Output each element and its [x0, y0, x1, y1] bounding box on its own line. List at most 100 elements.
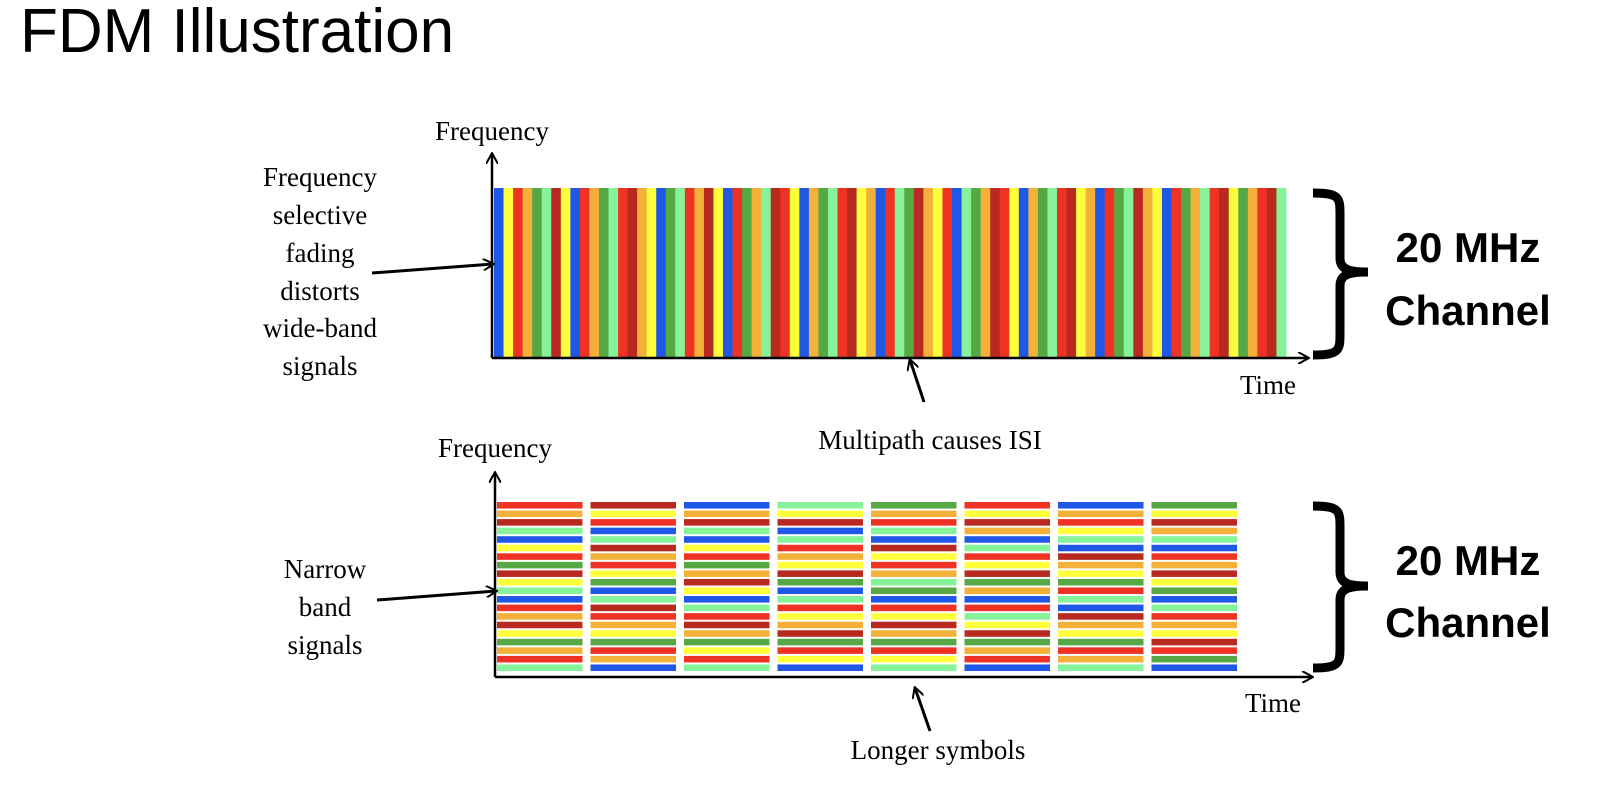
narrowband-symbol-bar	[777, 596, 863, 603]
narrowband-symbol-bar	[497, 638, 583, 646]
narrowband-symbol-bar	[590, 519, 676, 526]
narrowband-symbol-bar	[777, 561, 863, 569]
narrowband-symbol-bar	[1151, 527, 1237, 535]
narrowband-symbol-bar	[1151, 647, 1237, 654]
narrowband-symbol-bar	[777, 604, 863, 612]
wideband-stripe	[1142, 188, 1153, 357]
narrowband-symbol-bar	[497, 527, 583, 535]
wideband-stripe	[1171, 188, 1182, 357]
narrowband-symbol-bar	[964, 536, 1050, 543]
wideband-stripe	[894, 188, 905, 357]
narrowband-symbol-bar	[1058, 630, 1144, 637]
narrowband-symbol-bar	[684, 519, 770, 526]
narrowband-symbol-bar	[777, 578, 863, 586]
wideband-stripe	[971, 188, 982, 357]
narrowband-symbol-bar	[964, 502, 1050, 509]
narrowband-symbol-bar	[1151, 638, 1237, 646]
narrowband-symbol-bar	[497, 647, 583, 654]
narrowband-symbol-bar	[684, 638, 770, 646]
narrowband-symbol-bar	[590, 561, 676, 569]
top-bottom-annotation: Multipath causes ISI	[818, 425, 1041, 455]
top-left-annotation-line: selective	[273, 200, 367, 230]
narrowband-symbol-bar	[1151, 561, 1237, 569]
narrowband-symbol-bar	[497, 544, 583, 552]
wideband-stripe	[1085, 188, 1096, 357]
wideband-stripe	[1114, 188, 1125, 357]
wideband-stripe	[1009, 188, 1020, 357]
narrowband-symbol-bar	[964, 604, 1050, 612]
top-y-axis-label: Frequency	[435, 116, 549, 146]
wideband-stripe	[990, 188, 1001, 357]
narrowband-symbol-bar	[964, 510, 1050, 518]
narrowband-symbol-bar	[964, 655, 1050, 663]
narrowband-symbol-bar	[590, 647, 676, 654]
narrowband-symbol-bar	[871, 536, 957, 543]
narrowband-symbol-bar	[1151, 570, 1237, 577]
narrowband-symbol-bar	[964, 647, 1050, 654]
narrowband-symbol-bar	[590, 527, 676, 535]
narrowband-symbol-bar	[1151, 578, 1237, 586]
wideband-stripe	[560, 188, 571, 357]
wideband-stripe	[1028, 188, 1039, 357]
wideband-stripe	[618, 188, 628, 357]
wideband-stripe	[856, 188, 867, 357]
narrowband-symbol-bar	[1151, 502, 1237, 509]
top-x-axis-label: Time	[1240, 370, 1296, 400]
narrowband-symbol-bar	[871, 613, 957, 620]
narrowband-symbol-bar	[1151, 655, 1237, 663]
narrowband-symbol-bar	[1151, 596, 1237, 603]
narrowband-symbol-bar	[590, 655, 676, 663]
narrowband-symbol-bar	[871, 638, 957, 646]
wideband-stripe	[961, 188, 972, 357]
narrowband-symbol-bar	[871, 655, 957, 663]
narrowband-symbol-bar	[1058, 561, 1144, 569]
narrowband-symbol-bar	[1151, 544, 1237, 552]
narrowband-symbol-bar	[497, 596, 583, 603]
narrowband-symbol-bar	[684, 664, 770, 671]
wideband-stripe	[675, 188, 686, 357]
narrowband-symbol-bar	[684, 561, 770, 569]
narrowband-symbol-bar	[497, 561, 583, 569]
top-left-annotation-line: fading	[286, 238, 355, 268]
narrowband-symbol-bar	[1151, 604, 1237, 612]
narrowband-symbol-bar	[964, 630, 1050, 637]
wideband-stripe	[1266, 188, 1277, 357]
narrowband-symbol-bar	[684, 596, 770, 603]
narrowband-symbol-bar	[1058, 519, 1144, 526]
top-panel: Frequency Time Frequency selective fadin…	[263, 116, 1551, 455]
narrowband-symbol-bar	[777, 544, 863, 552]
top-channel-bracket	[1312, 188, 1369, 360]
wideband-stripe	[885, 188, 896, 357]
bottom-left-annotation-line: signals	[287, 630, 362, 660]
top-left-annotation-line: distorts	[280, 276, 360, 306]
narrowband-symbol-bar	[964, 544, 1050, 552]
wideband-stripe	[847, 188, 857, 357]
top-left-annotation-line: signals	[282, 351, 357, 381]
narrowband-symbol-bar	[684, 502, 770, 509]
narrowband-symbol-bar	[871, 604, 957, 612]
narrowband-symbol-bar	[497, 621, 583, 629]
narrowband-symbol-bar	[1058, 621, 1144, 629]
top-left-annotation-line: Frequency	[263, 162, 377, 192]
narrowband-symbol-bar	[1058, 553, 1144, 560]
narrowband-symbol-bar	[1058, 638, 1144, 646]
wideband-stripe	[789, 188, 800, 357]
narrowband-symbol-bar	[1151, 536, 1237, 543]
top-bracket-label-line: 20 MHz	[1396, 224, 1541, 271]
wideband-stripe	[827, 188, 838, 357]
narrowband-symbol-bar	[684, 536, 770, 543]
narrowband-symbol-bar	[871, 561, 957, 569]
narrowband-symbol-bar	[871, 553, 957, 560]
narrowband-symbol-bar	[1058, 613, 1144, 620]
narrowband-symbol-bar	[590, 604, 676, 612]
narrowband-symbol-bar	[871, 596, 957, 603]
narrowband-symbol-bar	[1058, 544, 1144, 552]
wideband-stripe	[761, 188, 772, 357]
wideband-stripe	[579, 188, 590, 357]
wideband-stripe	[608, 188, 619, 357]
narrowband-symbol-bar	[777, 502, 863, 509]
bottom-bottom-annotation: Longer symbols	[851, 735, 1026, 765]
wideband-stripe	[923, 188, 934, 357]
bottom-left-annotation-line: Narrow	[284, 554, 367, 584]
top-left-annotation-line: wide-band	[263, 313, 377, 343]
